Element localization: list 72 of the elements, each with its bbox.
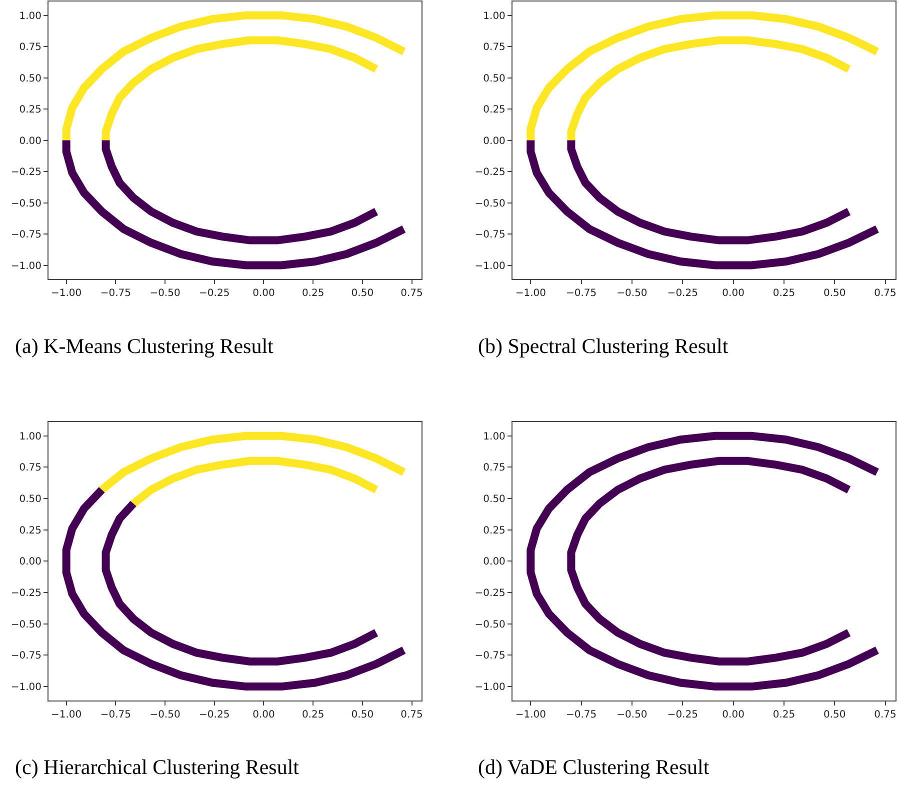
x-tick-label: 0.00 — [252, 709, 275, 720]
y-tick-label: −0.25 — [474, 588, 506, 600]
x-tick-label: −0.50 — [150, 288, 180, 300]
text: (a) K-Means Clustering Result — [15, 334, 274, 358]
y-tick-label: 1.00 — [483, 431, 506, 442]
x-tick-label: −0.50 — [616, 288, 648, 300]
y-tick-label: 0.25 — [483, 525, 506, 536]
y-tick-label: 0.00 — [19, 136, 42, 147]
x-tick-label: −0.50 — [150, 709, 180, 720]
y-tick-label: 1.00 — [483, 10, 506, 22]
x-tick-label: 0.00 — [252, 288, 275, 300]
y-tick-label: 0.75 — [19, 462, 42, 474]
y-tick-label: −1.00 — [474, 260, 506, 272]
y-tick-label: 0.50 — [19, 494, 42, 506]
y-tick-label: 0.25 — [19, 104, 42, 116]
y-tick-label: −0.50 — [474, 198, 506, 210]
text: (b) Spectral Clustering Result — [478, 334, 728, 358]
x-tick-label: −1.00 — [515, 709, 546, 720]
x-tick-label: −0.75 — [566, 709, 597, 720]
x-tick-label: −0.25 — [199, 288, 230, 300]
x-tick-label: −0.75 — [100, 288, 131, 300]
y-tick-label: 0.00 — [483, 136, 506, 147]
y-tick-label: −0.75 — [474, 230, 506, 241]
y-tick-label: −1.00 — [10, 682, 42, 694]
y-tick-label: −0.75 — [10, 650, 42, 662]
x-tick-label: −0.25 — [199, 709, 230, 720]
y-tick-label: 0.50 — [19, 73, 42, 84]
x-tick-label: −0.25 — [667, 288, 698, 300]
y-tick-label: 0.50 — [483, 494, 506, 506]
x-tick-label: 0.75 — [874, 288, 896, 300]
y-tick-label: −0.50 — [10, 198, 42, 210]
x-tick-label: 0.50 — [351, 288, 374, 300]
x-tick-label: 0.75 — [400, 709, 423, 720]
y-tick-label: −0.25 — [10, 588, 42, 600]
x-tick-label: 0.75 — [400, 288, 423, 300]
x-tick-label: 0.25 — [772, 709, 796, 720]
y-tick-label: 0.75 — [483, 42, 506, 54]
y-tick-label: −1.00 — [10, 260, 42, 272]
y-tick-label: 0.00 — [19, 556, 42, 568]
y-tick-label: −0.25 — [474, 167, 506, 178]
y-tick-label: 0.50 — [483, 73, 506, 84]
y-tick-label: −0.25 — [10, 167, 42, 178]
x-tick-label: 0.00 — [722, 288, 744, 300]
y-tick-label: 0.75 — [483, 462, 506, 474]
y-tick-label: −0.75 — [474, 650, 506, 662]
y-tick-label: −1.00 — [474, 682, 506, 694]
x-tick-label: 0.50 — [823, 709, 846, 720]
y-tick-label: −0.50 — [474, 619, 506, 630]
x-tick-label: 0.50 — [351, 709, 374, 720]
y-tick-label: 1.00 — [19, 431, 42, 442]
x-tick-label: −0.75 — [566, 288, 597, 300]
y-tick-label: −0.75 — [10, 230, 42, 241]
text: (c) Hierarchical Clustering Result — [15, 755, 300, 779]
x-tick-label: 0.25 — [302, 288, 324, 300]
x-tick-label: −0.25 — [667, 709, 698, 720]
x-tick-label: 0.00 — [722, 709, 744, 720]
y-tick-label: 0.00 — [483, 556, 506, 568]
y-tick-label: 0.25 — [19, 525, 42, 536]
x-tick-label: −0.75 — [100, 709, 131, 720]
x-tick-label: 0.25 — [302, 709, 324, 720]
x-tick-label: −1.00 — [515, 288, 546, 300]
x-tick-label: −0.50 — [616, 709, 648, 720]
x-tick-label: 0.25 — [772, 288, 796, 300]
y-tick-label: −0.50 — [10, 619, 42, 630]
x-tick-label: −1.00 — [50, 709, 82, 720]
text: (d) VaDE Clustering Result — [478, 755, 710, 779]
x-tick-label: −1.00 — [50, 288, 82, 300]
x-tick-label: 0.75 — [874, 709, 896, 720]
y-tick-label: 0.75 — [19, 42, 42, 54]
x-tick-label: 0.50 — [823, 288, 846, 300]
y-tick-label: 0.25 — [483, 104, 506, 116]
y-tick-label: 1.00 — [19, 10, 42, 22]
